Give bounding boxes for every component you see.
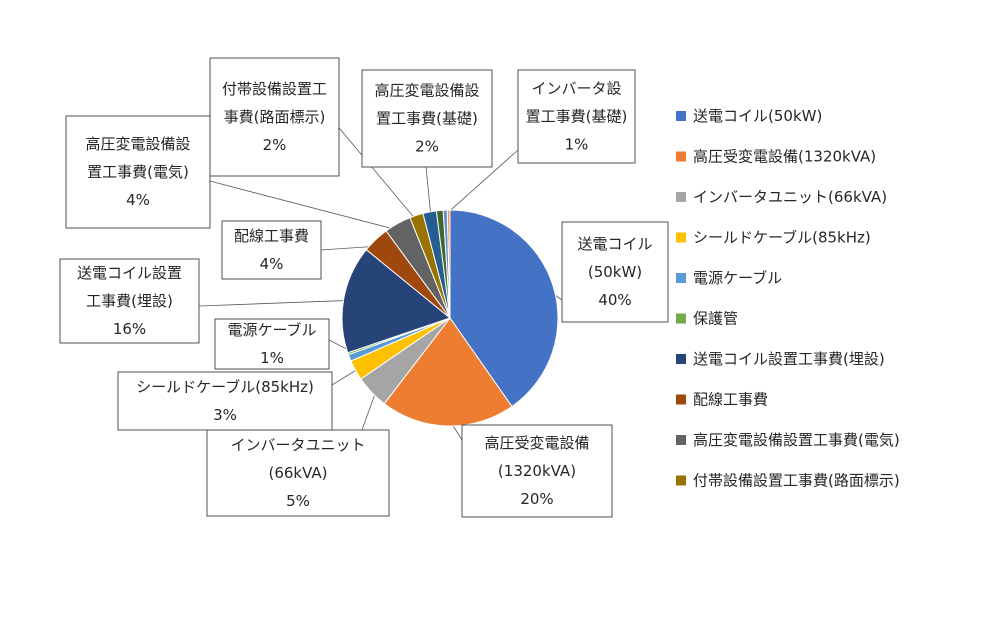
callout-value: 1% — [260, 349, 284, 367]
legend-item: 保護管 — [676, 310, 738, 328]
legend-swatch — [676, 232, 686, 243]
callout-6: 送電コイル設置工事費(埋設) 16% — [59, 258, 200, 344]
callout-label: 事費(路面標示) — [224, 108, 326, 126]
leader-line — [329, 116, 420, 224]
pie-slices — [341, 209, 559, 427]
callout-box — [214, 318, 330, 370]
callout-value: 3% — [213, 406, 237, 424]
callout-3: シールドケーブル(85kHz) 3% — [117, 371, 333, 431]
legend-item: インバータユニット(66kVA) — [676, 188, 887, 206]
callout-label: 送電コイル設置 — [77, 264, 182, 282]
legend-label: 配線工事費 — [693, 391, 768, 409]
callout-0: 送電コイル (50kW) 40% — [561, 221, 669, 323]
callout-box — [59, 258, 200, 344]
legend-label: 高圧変電設備設置工事費(電気) — [693, 431, 900, 449]
callout-value: 40% — [598, 291, 631, 309]
legend-label: 付帯設備設置工事費(路面標示) — [693, 472, 900, 490]
legend-label: 送電コイル設置工事費(埋設) — [693, 350, 885, 368]
callout-label: 置工事費(基礎) — [376, 110, 478, 128]
legend-label: 送電コイル(50kW) — [693, 107, 822, 125]
legend-swatch — [676, 273, 686, 283]
callout-label: (66kVA) — [268, 464, 327, 482]
legend-item: シールドケーブル(85kHz) — [676, 229, 871, 247]
callout-label: シールドケーブル(85kHz) — [136, 378, 314, 396]
callout-value: 5% — [286, 492, 310, 510]
callout-label: インバータ設 — [531, 80, 621, 98]
legend-swatch — [676, 394, 686, 405]
callout-box — [461, 424, 613, 518]
legend-item: 高圧受変電設備(1320kVA) — [676, 148, 876, 166]
pie-slice-0 — [449, 209, 559, 408]
callout-label: (50kW) — [588, 263, 642, 281]
legend-label: インバータユニット(66kVA) — [693, 188, 887, 206]
callout-value: 1% — [565, 136, 589, 154]
legend-swatch — [676, 313, 686, 324]
callout-2: インバータユニット (66kVA) 5% — [206, 429, 390, 517]
callout-box — [117, 371, 333, 431]
pie-slice-13 — [446, 209, 451, 319]
callout-1: 高圧受変電設備 (1320kVA) 20% — [461, 424, 613, 518]
legend-swatch — [676, 354, 686, 364]
callout-8: 高圧変電設備設置工事費(電気) 4% — [65, 115, 211, 229]
callout-label: 置工事費(電気) — [87, 163, 189, 181]
callout-label: 工事費(埋設) — [86, 292, 173, 310]
callout-label: 高圧受変電設備 — [484, 434, 589, 452]
callout-box — [206, 429, 390, 517]
callout-label: (1320kVA) — [498, 462, 576, 480]
leader-line — [440, 149, 519, 220]
legend-label: シールドケーブル(85kHz) — [693, 229, 871, 247]
legend: 送電コイル(50kW) 高圧受変電設備(1320kVA) インバータユニット(66k… — [676, 107, 900, 490]
legend-label: 保護管 — [693, 310, 738, 328]
callout-box — [361, 69, 493, 168]
callout-value: 2% — [415, 138, 439, 156]
callout-value: 4% — [260, 255, 284, 273]
legend-swatch — [676, 192, 686, 202]
callout-box — [221, 220, 322, 280]
callout-label: インバータユニット — [230, 436, 365, 454]
callout-label: 高圧変電設備設 — [374, 82, 479, 100]
legend-swatch — [676, 111, 686, 121]
callout-value: 20% — [520, 490, 553, 508]
callout-label: 付帯設備設置工 — [222, 80, 327, 98]
legend-item: 送電コイル設置工事費(埋設) — [676, 350, 885, 368]
legend-item: 高圧変電設備設置工事費(電気) — [676, 431, 900, 449]
legend-item: 送電コイル(50kW) — [676, 107, 822, 125]
callout-label: 配線工事費 — [234, 227, 309, 245]
callout-label: 高圧変電設備設 — [85, 135, 190, 153]
callout-box — [561, 221, 669, 323]
legend-swatch — [676, 151, 686, 162]
callout-4: 電源ケーブル 1% — [214, 318, 330, 370]
callout-7: 配線工事費 4% — [221, 220, 322, 280]
callout-label: 送電コイル — [577, 235, 652, 253]
legend-item: 付帯設備設置工事費(路面標示) — [676, 472, 900, 490]
legend-label: 電源ケーブル — [693, 269, 782, 287]
callout-value: 4% — [126, 191, 150, 209]
legend-item: 電源ケーブル — [676, 269, 782, 287]
callout-value: 16% — [113, 320, 146, 338]
callout-label: 置工事費(基礎) — [526, 108, 628, 126]
data-callouts: 送電コイル (50kW) 40% 高圧受変電設備 (1320kVA) 20% インバータユニ… — [59, 57, 669, 518]
legend-label: 高圧受変電設備(1320kVA) — [693, 148, 876, 166]
callout-box — [209, 57, 340, 177]
pie-slice-6 — [341, 248, 452, 354]
callout-9: 付帯設備設置工事費(路面標示) 2% — [209, 57, 340, 177]
callout-10: 高圧変電設備設置工事費(基礎) 2% — [361, 69, 493, 168]
legend-swatch — [676, 475, 686, 486]
callout-box — [65, 115, 211, 229]
callout-label: 電源ケーブル — [227, 321, 316, 339]
legend-item: 配線工事費 — [676, 391, 768, 409]
callout-box — [517, 69, 636, 164]
leader-line — [198, 299, 353, 307]
legend-swatch — [676, 435, 686, 445]
leader-line — [205, 179, 402, 232]
pie-slice-1 — [383, 317, 513, 427]
callout-value: 2% — [263, 136, 287, 154]
